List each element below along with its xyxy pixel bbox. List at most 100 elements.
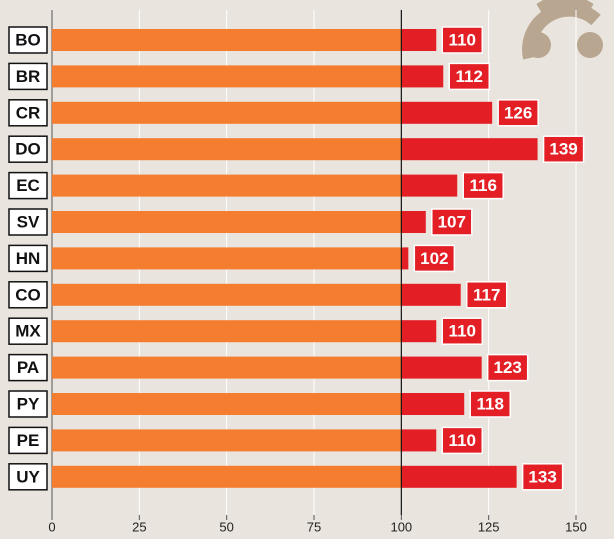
category-label: CO [15,285,41,304]
category-box [8,390,48,418]
category-label: CR [16,103,41,122]
bar-segment [401,247,409,270]
value-label: 123 [493,358,521,377]
value-label: 102 [420,249,448,268]
bar-segment [401,356,482,379]
value-box [462,171,504,200]
bar-segment [52,356,402,379]
category-box [8,171,48,200]
bar-segment [52,320,402,343]
bar-segment [52,393,402,415]
x-tick-label: 150 [565,519,587,534]
value-box [441,426,484,455]
category-label: MX [15,322,41,341]
category-label: EC [16,176,40,195]
value-label: 110 [449,431,476,450]
category-box [8,317,48,345]
value-box [441,26,484,54]
x-tick-label: 50 [219,519,233,534]
category-box [8,99,48,127]
value-box [469,390,511,418]
category-label: BO [15,30,41,49]
bar-segment [52,283,402,306]
bar-segment [52,29,402,51]
bar-segment [52,101,402,124]
bar [52,29,437,51]
value-box [542,135,585,163]
value-label: 112 [456,67,483,86]
decorative-icon [577,32,603,58]
bar-segment [401,65,444,88]
category-label: DO [15,140,41,159]
x-tick-label: 125 [478,519,500,534]
category-box [8,463,48,491]
bar-segment [52,211,402,233]
value-box [413,244,456,273]
bar-segment [401,465,517,488]
bar [52,465,517,488]
category-box [8,244,48,273]
category-box [8,281,48,309]
x-tick-label: 0 [48,519,55,534]
category-box [8,208,48,236]
bar [52,356,482,379]
bar-segment [401,101,493,124]
bar-segment [52,465,402,488]
bar [52,174,458,197]
category-box [8,426,48,455]
value-label: 133 [528,467,556,486]
category-label: SV [17,212,40,231]
bar [52,393,465,415]
category-box [8,26,48,54]
value-box [486,353,529,382]
category-box [8,353,48,382]
decorative-icon [525,32,551,58]
value-label: 118 [476,394,503,413]
category-label: UY [16,467,40,486]
bar [52,101,493,124]
category-box [8,62,48,91]
value-label: 110 [449,322,476,341]
x-tick-label: 100 [390,519,412,534]
value-label: 107 [438,212,466,231]
bar [52,429,437,452]
bar-segment [52,247,402,270]
value-box [431,208,473,236]
bar [52,247,409,270]
bar [52,320,437,343]
value-label: 110 [449,30,476,49]
bar-segment [52,65,402,88]
category-label: BR [16,67,41,86]
bar-segment [52,174,402,197]
value-box [497,99,539,127]
category-label: PA [17,358,39,377]
bar [52,283,461,306]
value-label: 139 [549,140,577,159]
bar [52,138,538,161]
value-label: 116 [470,176,497,195]
bar [52,65,444,88]
value-box [521,463,564,491]
category-label: PE [17,431,40,450]
category-box [8,135,48,163]
bar-segment [52,429,402,452]
bar [52,211,426,233]
x-tick-label: 75 [307,519,321,534]
bar-segment [401,283,461,306]
bar-segment [401,29,437,51]
x-tick-label: 25 [132,519,146,534]
bar-segment [52,138,402,161]
category-label: HN [16,249,41,268]
bar-segment [401,393,465,415]
bar-segment [401,174,458,197]
value-label: 126 [504,103,532,122]
bar-segment [401,211,426,233]
value-box [441,317,484,345]
bar-segment [401,138,538,161]
bar-segment [401,320,437,343]
value-label: 117 [473,285,500,304]
value-box [465,281,508,309]
value-box [448,62,491,91]
bar-segment [401,429,437,452]
